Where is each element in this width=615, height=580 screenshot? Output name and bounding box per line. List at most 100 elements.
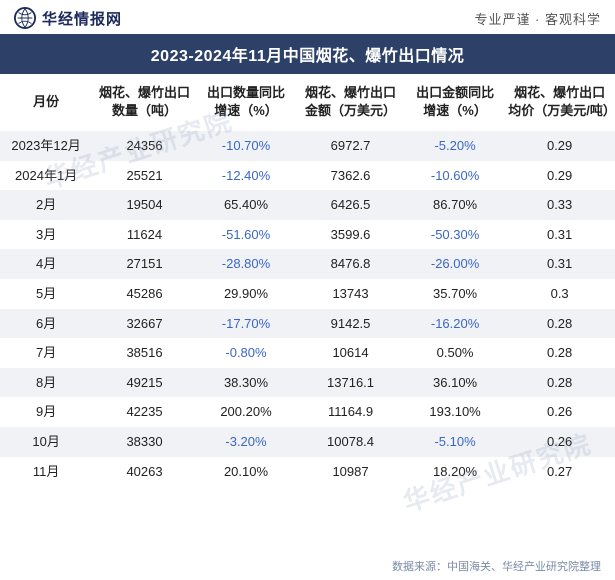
cell-qty: 42235 — [92, 397, 197, 427]
cell-price: 0.28 — [504, 309, 615, 339]
cell-price: 0.27 — [504, 457, 615, 487]
column-header: 烟花、爆竹出口数量（吨） — [92, 74, 197, 131]
cell-month: 6月 — [0, 309, 92, 339]
tagline: 专业严谨 · 客观科学 — [474, 9, 601, 28]
cell-month: 2024年1月 — [0, 161, 92, 191]
cell-qty: 45286 — [92, 279, 197, 309]
cell-price: 0.29 — [504, 131, 615, 161]
cell-amt: 6972.7 — [295, 131, 406, 161]
cell-amt_yoy: -5.20% — [406, 131, 504, 161]
cell-qty_yoy: -28.80% — [197, 249, 295, 279]
cell-amt_yoy: -16.20% — [406, 309, 504, 339]
cell-amt_yoy: 0.50% — [406, 338, 504, 368]
cell-price: 0.33 — [504, 190, 615, 220]
cell-amt: 10987 — [295, 457, 406, 487]
data-table: 月份烟花、爆竹出口数量（吨）出口数量同比增速（%）烟花、爆竹出口金额（万美元）出… — [0, 74, 615, 486]
cell-qty: 27151 — [92, 249, 197, 279]
cell-amt_yoy: -26.00% — [406, 249, 504, 279]
cell-month: 2023年12月 — [0, 131, 92, 161]
brand-block: 华经情报网 — [14, 7, 122, 29]
cell-amt_yoy: 193.10% — [406, 397, 504, 427]
table-body: 2023年12月24356-10.70%6972.7-5.20%0.292024… — [0, 131, 615, 486]
brand-name: 华经情报网 — [42, 8, 122, 29]
cell-price: 0.26 — [504, 427, 615, 457]
cell-amt_yoy: 86.70% — [406, 190, 504, 220]
table-row: 2024年1月25521-12.40%7362.6-10.60%0.29 — [0, 161, 615, 191]
cell-qty: 19504 — [92, 190, 197, 220]
cell-price: 0.28 — [504, 368, 615, 398]
cell-amt: 10614 — [295, 338, 406, 368]
table-row: 8月4921538.30%13716.136.10%0.28 — [0, 368, 615, 398]
cell-amt: 10078.4 — [295, 427, 406, 457]
table-header-row: 月份烟花、爆竹出口数量（吨）出口数量同比增速（%）烟花、爆竹出口金额（万美元）出… — [0, 74, 615, 131]
cell-qty_yoy: -17.70% — [197, 309, 295, 339]
cell-amt_yoy: 18.20% — [406, 457, 504, 487]
cell-amt: 11164.9 — [295, 397, 406, 427]
cell-qty_yoy: -3.20% — [197, 427, 295, 457]
cell-qty: 24356 — [92, 131, 197, 161]
cell-price: 0.3 — [504, 279, 615, 309]
cell-amt_yoy: -5.10% — [406, 427, 504, 457]
logo-icon — [14, 7, 36, 29]
cell-qty_yoy: -0.80% — [197, 338, 295, 368]
table-row: 11月4026320.10%1098718.20%0.27 — [0, 457, 615, 487]
cell-month: 5月 — [0, 279, 92, 309]
cell-amt: 13716.1 — [295, 368, 406, 398]
chart-title: 2023-2024年11月中国烟花、爆竹出口情况 — [0, 34, 615, 74]
table-row: 7月38516-0.80%106140.50%0.28 — [0, 338, 615, 368]
cell-month: 10月 — [0, 427, 92, 457]
page-header: 华经情报网 专业严谨 · 客观科学 — [0, 0, 615, 34]
cell-month: 9月 — [0, 397, 92, 427]
cell-amt: 6426.5 — [295, 190, 406, 220]
cell-qty_yoy: -10.70% — [197, 131, 295, 161]
cell-month: 7月 — [0, 338, 92, 368]
cell-qty: 38516 — [92, 338, 197, 368]
cell-qty_yoy: -12.40% — [197, 161, 295, 191]
cell-amt: 7362.6 — [295, 161, 406, 191]
table-row: 2月1950465.40%6426.586.70%0.33 — [0, 190, 615, 220]
cell-qty_yoy: 29.90% — [197, 279, 295, 309]
cell-amt_yoy: -50.30% — [406, 220, 504, 250]
table-row: 4月27151-28.80%8476.8-26.00%0.31 — [0, 249, 615, 279]
cell-price: 0.26 — [504, 397, 615, 427]
cell-amt: 13743 — [295, 279, 406, 309]
cell-qty: 11624 — [92, 220, 197, 250]
cell-qty: 38330 — [92, 427, 197, 457]
cell-amt: 3599.6 — [295, 220, 406, 250]
table-row: 5月4528629.90%1374335.70%0.3 — [0, 279, 615, 309]
column-header: 烟花、爆竹出口均价（万美元/吨） — [504, 74, 615, 131]
cell-qty_yoy: 200.20% — [197, 397, 295, 427]
cell-amt_yoy: -10.60% — [406, 161, 504, 191]
data-source: 数据来源：中国海关、华经产业研究院整理 — [392, 558, 601, 574]
cell-qty: 40263 — [92, 457, 197, 487]
column-header: 出口金额同比增速（%） — [406, 74, 504, 131]
cell-price: 0.31 — [504, 220, 615, 250]
cell-month: 2月 — [0, 190, 92, 220]
cell-month: 3月 — [0, 220, 92, 250]
table-row: 2023年12月24356-10.70%6972.7-5.20%0.29 — [0, 131, 615, 161]
column-header: 烟花、爆竹出口金额（万美元） — [295, 74, 406, 131]
cell-price: 0.28 — [504, 338, 615, 368]
cell-price: 0.29 — [504, 161, 615, 191]
cell-month: 8月 — [0, 368, 92, 398]
cell-month: 4月 — [0, 249, 92, 279]
cell-price: 0.31 — [504, 249, 615, 279]
cell-qty_yoy: 20.10% — [197, 457, 295, 487]
cell-qty_yoy: -51.60% — [197, 220, 295, 250]
table-container: 月份烟花、爆竹出口数量（吨）出口数量同比增速（%）烟花、爆竹出口金额（万美元）出… — [0, 74, 615, 486]
table-row: 6月32667-17.70%9142.5-16.20%0.28 — [0, 309, 615, 339]
cell-qty: 25521 — [92, 161, 197, 191]
cell-amt: 9142.5 — [295, 309, 406, 339]
cell-amt_yoy: 35.70% — [406, 279, 504, 309]
cell-qty: 32667 — [92, 309, 197, 339]
table-row: 9月42235200.20%11164.9193.10%0.26 — [0, 397, 615, 427]
cell-amt: 8476.8 — [295, 249, 406, 279]
column-header: 出口数量同比增速（%） — [197, 74, 295, 131]
cell-qty_yoy: 38.30% — [197, 368, 295, 398]
table-row: 3月11624-51.60%3599.6-50.30%0.31 — [0, 220, 615, 250]
cell-qty: 49215 — [92, 368, 197, 398]
cell-amt_yoy: 36.10% — [406, 368, 504, 398]
table-row: 10月38330-3.20%10078.4-5.10%0.26 — [0, 427, 615, 457]
cell-qty_yoy: 65.40% — [197, 190, 295, 220]
column-header: 月份 — [0, 74, 92, 131]
